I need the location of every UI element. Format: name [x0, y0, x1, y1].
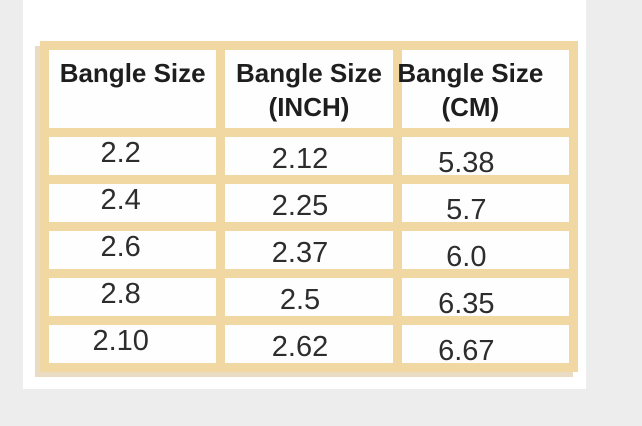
table-cell-size-row3: 2.6 [49, 230, 217, 269]
cell-value: 2.25 [271, 189, 329, 222]
cell-value: 6.35 [438, 287, 495, 320]
column-header-bangle-size-inch: Bangle Size (INCH) [225, 50, 393, 128]
column-header-bangle-size: Bangle Size [49, 50, 217, 128]
content-sheet: Bangle Size Bangle Size (INCH) Bangle Si… [23, 0, 586, 389]
cell-value: 2.10 [92, 324, 149, 357]
bangle-size-table: Bangle Size Bangle Size (INCH) Bangle Si… [40, 41, 578, 372]
cell-value: 5.38 [438, 146, 495, 179]
column-header-subtitle: (INCH) [268, 92, 350, 122]
column-header-bangle-size-cm: Bangle Size (CM) [397, 50, 569, 128]
table-cell-cm-row2: 5.7 [401, 184, 569, 226]
column-header-subtitle: (CM) [441, 92, 500, 122]
table-cell-inch-row4: 2.5 [225, 278, 393, 316]
cell-value: 2.37 [271, 236, 329, 269]
table-cell-cm-row1: 5.38 [401, 137, 569, 179]
table-cell-size-row1: 2.2 [49, 136, 217, 175]
table-cell-inch-row5: 2.62 [225, 325, 393, 363]
table-cell-size-row5: 2.10 [49, 324, 217, 363]
table-cell-cm-row3: 6.0 [401, 231, 569, 273]
cell-value: 2.8 [100, 277, 141, 310]
cell-value: 2.4 [100, 183, 141, 216]
cell-value: 6.67 [438, 334, 495, 367]
cell-value: 5.7 [446, 193, 487, 226]
column-header-title: Bangle Size [236, 58, 382, 88]
cell-value: 2.6 [100, 230, 141, 263]
cell-value: 2.2 [100, 136, 141, 169]
cell-value: 2.12 [271, 142, 329, 175]
table-cell-cm-row4: 6.35 [401, 278, 569, 320]
table-cell-inch-row3: 2.37 [225, 231, 393, 269]
cell-value: 2.5 [279, 283, 321, 316]
table-cell-inch-row1: 2.12 [225, 137, 393, 175]
cell-value: 2.62 [271, 330, 329, 363]
table-cell-inch-row2: 2.25 [225, 184, 393, 222]
cell-value: 6.0 [446, 240, 487, 273]
table-cell-size-row4: 2.8 [49, 277, 217, 316]
table-cell-cm-row5: 6.67 [401, 325, 569, 367]
column-header-title: Bangle Size [397, 58, 544, 88]
table-cell-size-row2: 2.4 [49, 183, 217, 222]
column-header-title: Bangle Size [59, 58, 206, 88]
